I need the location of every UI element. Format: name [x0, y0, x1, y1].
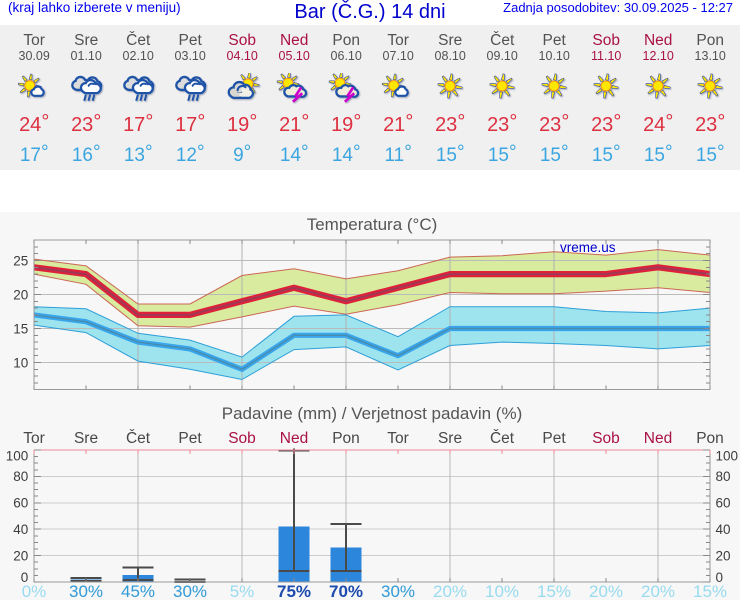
- svg-text:75%: 75%: [277, 582, 311, 600]
- svg-text:Sre: Sre: [438, 430, 462, 447]
- svg-text:25: 25: [13, 253, 28, 268]
- svg-text:Pon: Pon: [332, 430, 360, 447]
- svg-text:vreme.us: vreme.us: [560, 240, 616, 255]
- svg-text:Čet: Čet: [126, 430, 151, 447]
- svg-text:10%: 10%: [485, 582, 519, 600]
- svg-text:Tor: Tor: [387, 430, 409, 447]
- svg-text:0: 0: [21, 570, 29, 585]
- svg-text:30%: 30%: [173, 582, 207, 600]
- svg-text:Sob: Sob: [592, 430, 620, 447]
- svg-text:Sob: Sob: [228, 430, 256, 447]
- svg-text:15%: 15%: [693, 582, 727, 600]
- svg-text:10: 10: [13, 355, 28, 370]
- svg-text:15: 15: [13, 321, 28, 336]
- svg-text:60: 60: [13, 496, 28, 511]
- svg-text:Pon: Pon: [696, 430, 724, 447]
- svg-text:20%: 20%: [641, 582, 675, 600]
- svg-text:20%: 20%: [589, 582, 623, 600]
- svg-text:80: 80: [716, 469, 731, 484]
- svg-text:40: 40: [716, 522, 731, 537]
- svg-text:Pet: Pet: [178, 430, 202, 447]
- svg-text:40: 40: [13, 522, 28, 537]
- svg-text:Tor: Tor: [23, 430, 45, 447]
- svg-text:60: 60: [716, 496, 731, 511]
- svg-text:Padavine (mm) / Verjetnost pad: Padavine (mm) / Verjetnost padavin (%): [222, 404, 522, 423]
- svg-text:Čet: Čet: [490, 430, 515, 447]
- svg-text:100: 100: [716, 448, 739, 463]
- svg-text:20: 20: [13, 548, 28, 563]
- svg-text:Temperatura (°C): Temperatura (°C): [307, 215, 438, 234]
- svg-text:0: 0: [716, 570, 724, 585]
- svg-text:30%: 30%: [381, 582, 415, 600]
- svg-text:Pet: Pet: [542, 430, 566, 447]
- svg-text:Ned: Ned: [280, 430, 308, 447]
- svg-text:20%: 20%: [433, 582, 467, 600]
- svg-text:5%: 5%: [230, 582, 255, 600]
- svg-text:100: 100: [6, 448, 29, 463]
- svg-text:20: 20: [716, 548, 731, 563]
- svg-text:20: 20: [13, 287, 28, 302]
- svg-text:30%: 30%: [69, 582, 103, 600]
- svg-text:0%: 0%: [22, 582, 47, 600]
- svg-text:45%: 45%: [121, 582, 155, 600]
- svg-text:15%: 15%: [537, 582, 571, 600]
- svg-text:70%: 70%: [329, 582, 363, 600]
- svg-text:Ned: Ned: [644, 430, 672, 447]
- svg-text:80: 80: [13, 469, 28, 484]
- svg-text:Sre: Sre: [74, 430, 98, 447]
